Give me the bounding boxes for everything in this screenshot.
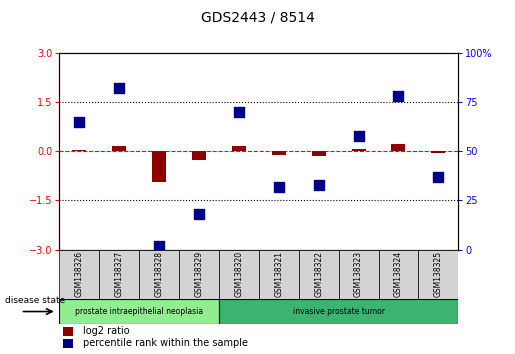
Bar (272, 152, 286, 155)
Point (75, 119, 83, 125)
Bar (352, 149, 366, 152)
Point (115, 86, 123, 91)
Text: GSM138321: GSM138321 (274, 251, 283, 297)
Text: GDS2443 / 8514: GDS2443 / 8514 (200, 11, 315, 25)
Text: GSM138325: GSM138325 (434, 251, 443, 297)
Bar (232, 147, 246, 152)
Bar (63, 326, 73, 336)
Point (394, 93, 403, 99)
Bar (99, 250, 139, 299)
Bar (59, 250, 99, 299)
Bar (139, 250, 179, 299)
Bar (192, 152, 206, 160)
Text: GSM138320: GSM138320 (234, 251, 243, 297)
Text: GSM138323: GSM138323 (354, 251, 363, 297)
Text: log2 ratio: log2 ratio (83, 326, 130, 336)
Bar (379, 250, 418, 299)
Bar (112, 147, 126, 152)
Bar (339, 250, 379, 299)
Text: GSM138322: GSM138322 (314, 251, 323, 297)
Point (195, 211, 203, 217)
Text: percentile rank within the sample: percentile rank within the sample (83, 338, 248, 348)
Bar (152, 152, 166, 182)
Point (434, 174, 442, 180)
Text: GSM138329: GSM138329 (195, 251, 203, 297)
Text: GSM138328: GSM138328 (154, 251, 163, 297)
Bar (312, 152, 325, 156)
Bar (63, 338, 73, 348)
Text: GSM138327: GSM138327 (115, 251, 124, 297)
Point (274, 184, 283, 189)
Point (315, 182, 323, 188)
Text: invasive prostate tumor: invasive prostate tumor (293, 307, 385, 316)
Text: GSM138324: GSM138324 (394, 251, 403, 297)
Bar (299, 250, 339, 299)
Text: GSM138326: GSM138326 (75, 251, 83, 297)
Text: prostate intraepithelial neoplasia: prostate intraepithelial neoplasia (75, 307, 203, 316)
Bar (59, 299, 219, 324)
Bar (418, 250, 458, 299)
Bar (219, 299, 458, 324)
Bar (219, 250, 259, 299)
Bar (179, 250, 219, 299)
Text: disease state: disease state (5, 296, 65, 306)
Point (354, 133, 363, 138)
Point (155, 243, 163, 249)
Bar (432, 152, 445, 153)
Point (235, 109, 243, 115)
Bar (72, 150, 86, 152)
Bar (391, 144, 405, 152)
Bar (259, 250, 299, 299)
